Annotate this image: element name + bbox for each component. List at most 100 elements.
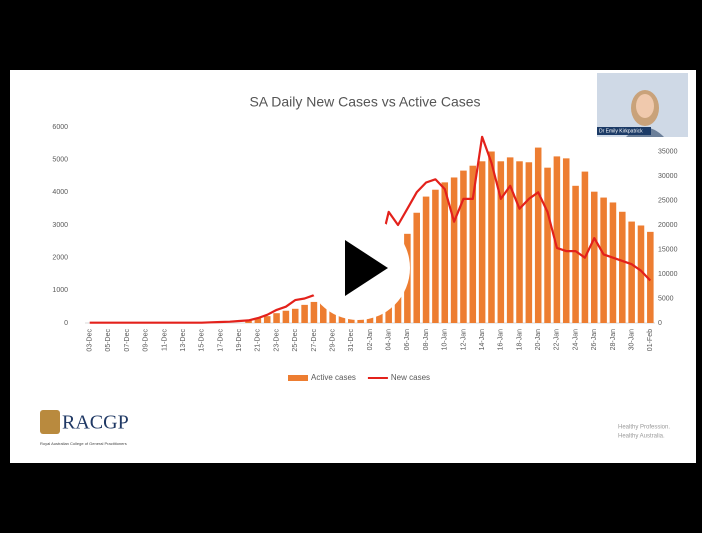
x-tick-label: 09-Dec [143,329,150,352]
y-tick-label: 4000 [52,189,68,196]
webcam: Dr Emily Kirkpatrick [597,73,688,137]
bar [291,308,299,323]
x-tick-label: 03-Dec [87,329,94,352]
x-tick-label: 07-Dec [124,329,131,352]
bar [497,161,505,323]
x-tick-label: 05-Dec [105,329,112,352]
bar [590,191,598,323]
bar [450,177,458,323]
y2-tick-label: 35000 [658,148,678,155]
legend-label: Active cases [311,373,356,382]
plot: 0 1000 2000 3000 4000 5000 6000 0 5000 10000 15000… [52,124,677,382]
bar [245,320,252,323]
bar [469,165,477,323]
x-tick-label: 16-Jan [498,329,505,351]
presenter-name: Dr Emily Kirkpatrick [599,128,643,134]
x-tick-label: 26-Jan [591,329,598,351]
bar [413,212,420,323]
x-tick-label: 02-Jan [367,329,374,351]
bar [534,147,542,323]
play-icon[interactable] [345,240,388,296]
bar [282,310,290,323]
x-tick-label: 29-Dec [329,329,336,352]
y2-tick-label: 5000 [658,295,674,302]
y2-tick-label: 15000 [658,246,678,253]
x-tick-label: 08-Jan [423,329,430,351]
bar [619,211,626,323]
bar [609,202,617,323]
x-tick-label: 27-Dec [311,329,318,352]
x-tick-label: 06-Jan [404,329,411,351]
bar [320,298,327,323]
bar [460,170,467,323]
x-tick-label: 18-Jan [516,329,523,351]
x-tick-label: 21-Dec [255,329,262,352]
bar [637,225,645,323]
x-tick-label: 25-Dec [292,329,299,352]
tagline: Healthy Australia. [618,434,665,440]
face [636,94,654,118]
y-tick-label: 1000 [52,287,68,294]
x-tick-label: 24-Jan [572,329,579,351]
bar [628,221,635,323]
x-tick-label: 31-Dec [348,329,355,352]
bar [441,182,449,323]
bar [553,156,561,323]
x-tick-label: 20-Jan [535,329,542,351]
legend-swatch [288,375,308,381]
bar [525,162,533,323]
x-tick-label: 04-Jan [386,329,393,351]
y2-tick-label: 10000 [658,271,678,278]
bar [301,304,308,323]
bar [478,161,486,323]
x-tick-label: 19-Dec [236,329,243,352]
legend-label: New cases [391,373,430,382]
x-tick-label: 22-Jan [554,329,561,351]
bar [488,151,495,323]
bar [544,167,551,323]
logo-name: RACGP [62,412,129,434]
tagline: Healthy Profession. [618,425,670,431]
x-tick-label: 12-Jan [460,329,467,351]
x-tick-label: 30-Jan [628,329,635,351]
bar [600,197,607,323]
x-tick-label: 10-Jan [442,329,449,351]
x-tick-label: 13-Dec [180,329,187,352]
y-tick-label: 0 [64,320,68,327]
logo: RACGP Royal Australian College of Genera… [40,410,129,446]
bar [572,185,579,323]
y-tick-label: 6000 [52,124,68,131]
y-tick-label: 5000 [52,157,68,164]
logo-subtitle: Royal Australian College of General Prac… [40,441,127,446]
x-tick-label: 23-Dec [273,329,280,352]
x-tick-label: 17-Dec [217,329,224,352]
bar [310,301,318,323]
y2-tick-label: 0 [658,320,662,327]
bar [647,231,654,323]
bar [263,316,271,323]
bar [562,158,570,323]
chart-title: SA Daily New Cases vs Active Cases [249,94,480,110]
name-tag [597,127,651,135]
bar [581,171,589,323]
x-tick-label: 01-Feb [647,329,654,351]
bar [516,161,523,323]
bar [273,313,280,323]
x-tick-label: 28-Jan [610,329,617,351]
y2-tick-label: 30000 [658,173,678,180]
bar [422,196,430,323]
y2-tick-label: 20000 [658,222,678,229]
y2-tick-label: 25000 [658,197,678,204]
y-tick-label: 3000 [52,222,68,229]
x-tick-label: 14-Jan [479,329,486,351]
x-tick-label: 11-Dec [161,329,168,352]
play-button[interactable] [306,216,410,320]
bar [432,189,439,323]
x-tick-label: 15-Dec [199,329,206,352]
bar [506,157,514,323]
crest [40,410,60,434]
y-tick-label: 2000 [52,255,68,262]
bar [254,318,262,323]
